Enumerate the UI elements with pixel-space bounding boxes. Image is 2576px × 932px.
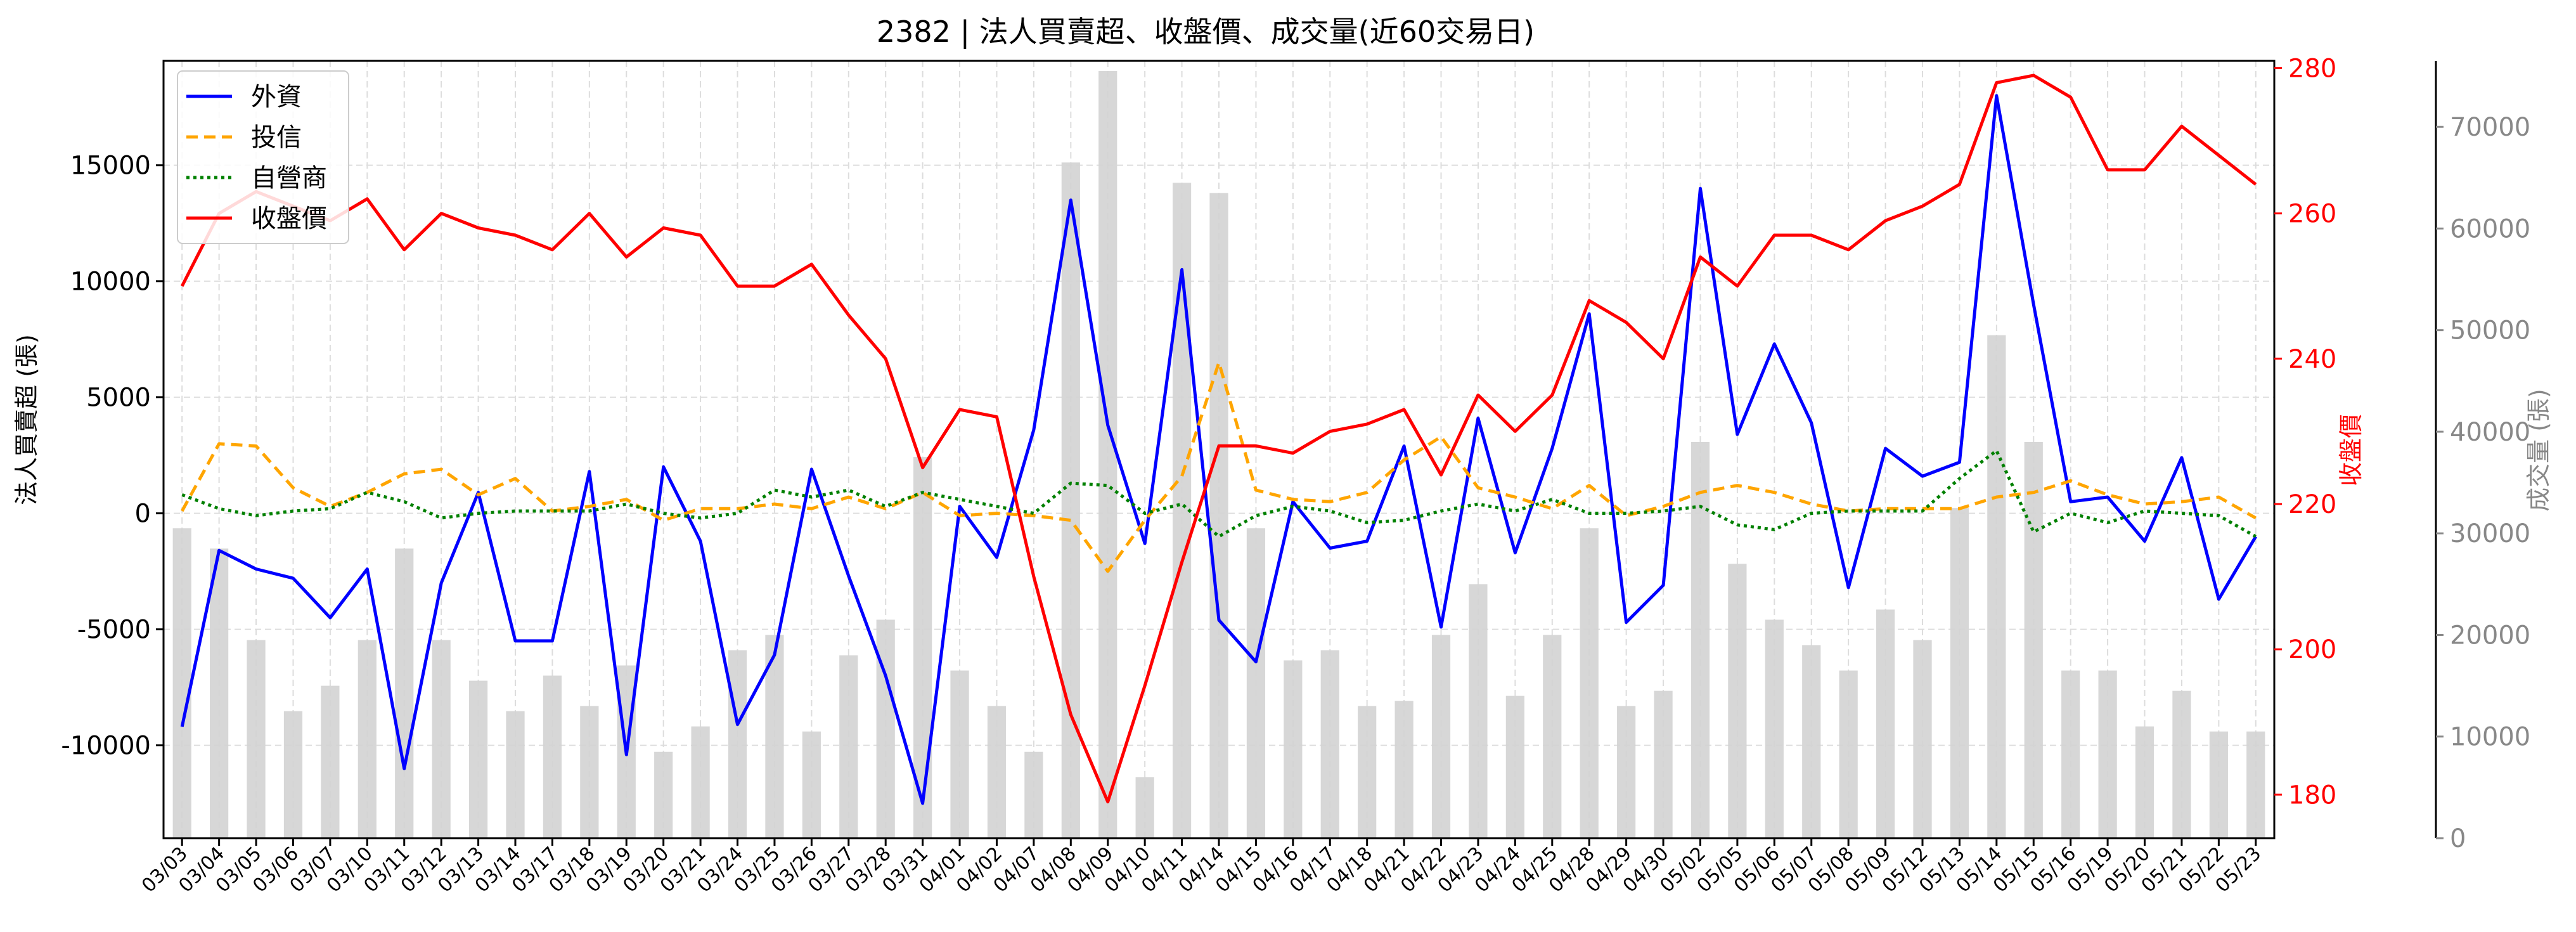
volume-bar xyxy=(1209,193,1228,839)
volume-bar xyxy=(728,650,747,838)
volume-bar xyxy=(1431,635,1451,838)
volume-bar xyxy=(1913,640,1932,838)
y-right2-tick-label: 60000 xyxy=(2450,214,2530,243)
volume-bar xyxy=(1024,751,1043,838)
volume-bar xyxy=(1580,528,1599,838)
volume-bar xyxy=(2024,441,2043,838)
series-line-外資 xyxy=(180,94,2257,805)
y-right2-tick-label: 70000 xyxy=(2450,113,2530,142)
legend-label[interactable]: 收盤價 xyxy=(251,204,327,233)
legend-label[interactable]: 投信 xyxy=(251,123,302,152)
volume-bar xyxy=(2246,731,2265,838)
volume-bar xyxy=(2098,670,2117,838)
volume-bar xyxy=(839,655,858,838)
y-right1-tick-label: 220 xyxy=(2288,490,2336,519)
volume-bar xyxy=(1394,701,1414,838)
volume-bar xyxy=(468,680,488,838)
y-right1-label: 收盤價 xyxy=(2337,414,2365,486)
y-right2-tick-label: 30000 xyxy=(2450,519,2530,548)
volume-bar xyxy=(543,675,562,838)
y-left-tick-label: -5000 xyxy=(77,616,151,645)
volume-bar xyxy=(1802,645,1821,838)
volume-bar xyxy=(1728,564,1747,838)
y-left-tick-label: 0 xyxy=(135,500,151,529)
volume-bar xyxy=(1690,441,1710,838)
y-right2-tick-label: 20000 xyxy=(2450,621,2530,650)
y-left-label: 法人買賣超 (張) xyxy=(13,334,41,505)
volume-bar xyxy=(2061,670,2080,838)
volume-bar xyxy=(1135,777,1154,838)
y-left-tick-label: -10000 xyxy=(61,732,151,761)
legend-box xyxy=(177,70,349,244)
y-right1-tick-label: 240 xyxy=(2288,345,2336,374)
volume-bar xyxy=(950,670,969,838)
volume-bar xyxy=(987,706,1007,838)
volume-bar xyxy=(1358,706,1377,838)
volume-bar xyxy=(2209,731,2228,838)
volume-bar xyxy=(432,640,451,838)
y-right1-tick-label: 260 xyxy=(2288,200,2336,229)
volume-bar xyxy=(1839,670,1858,838)
volume-bar xyxy=(247,640,266,838)
volume-bar xyxy=(1246,528,1266,838)
volume-bar xyxy=(1654,690,1673,838)
chart-title: 2382 | 法人買賣超、收盤價、成交量(近60交易日) xyxy=(877,15,1535,49)
volume-bar xyxy=(1098,71,1117,839)
volume-bar xyxy=(210,548,229,838)
y-right1-tick-label: 180 xyxy=(2288,780,2336,810)
legend-label[interactable]: 自營商 xyxy=(251,164,327,193)
volume-bar xyxy=(357,640,377,838)
volume-bar xyxy=(1876,609,1895,838)
y-right2-tick-label: 50000 xyxy=(2450,316,2530,346)
volume-bar xyxy=(2172,690,2191,838)
volume-bar xyxy=(506,711,525,838)
volume-bar xyxy=(1950,508,1969,838)
volume-bar xyxy=(1320,650,1339,838)
volume-bar xyxy=(1469,584,1488,838)
volume-bar xyxy=(1284,660,1303,838)
volume-bar xyxy=(1543,635,1562,838)
y-right2-tick-label: 40000 xyxy=(2450,418,2530,447)
series-line-自營商 xyxy=(181,449,2257,538)
volume-bar xyxy=(172,528,191,838)
volume-bar xyxy=(913,457,932,838)
y-right1-tick-label: 280 xyxy=(2288,54,2336,83)
volume-bar xyxy=(2135,726,2154,838)
series-line-投信 xyxy=(181,361,2257,573)
volume-bar xyxy=(283,711,303,838)
y-right2-label: 成交量 (張) xyxy=(2525,389,2553,512)
y-left-tick-label: 10000 xyxy=(70,268,151,297)
y-right1-tick-label: 200 xyxy=(2288,635,2336,664)
volume-bar xyxy=(654,751,673,838)
series-lines xyxy=(180,74,2257,805)
volume-bar xyxy=(580,706,599,838)
legend-label[interactable]: 外資 xyxy=(251,82,302,112)
volume-bar xyxy=(1505,696,1524,838)
volume-bar xyxy=(395,548,414,838)
volume-bar xyxy=(802,731,821,838)
series-line-收盤價 xyxy=(180,74,2257,804)
volume-bar xyxy=(1617,706,1636,838)
volume-bar xyxy=(1765,619,1784,838)
volume-bar xyxy=(876,619,895,838)
volume-bars xyxy=(172,71,2265,839)
y-left-tick-label: 15000 xyxy=(70,152,151,181)
volume-bar xyxy=(691,726,710,838)
y-left-tick-label: 5000 xyxy=(86,384,151,413)
y-right2-tick-label: 10000 xyxy=(2450,723,2530,752)
volume-bar xyxy=(1061,162,1080,838)
volume-bar xyxy=(321,685,340,838)
y-right2-tick-label: 0 xyxy=(2450,824,2466,853)
axes xyxy=(156,60,2444,846)
volume-bar xyxy=(1987,335,2006,838)
